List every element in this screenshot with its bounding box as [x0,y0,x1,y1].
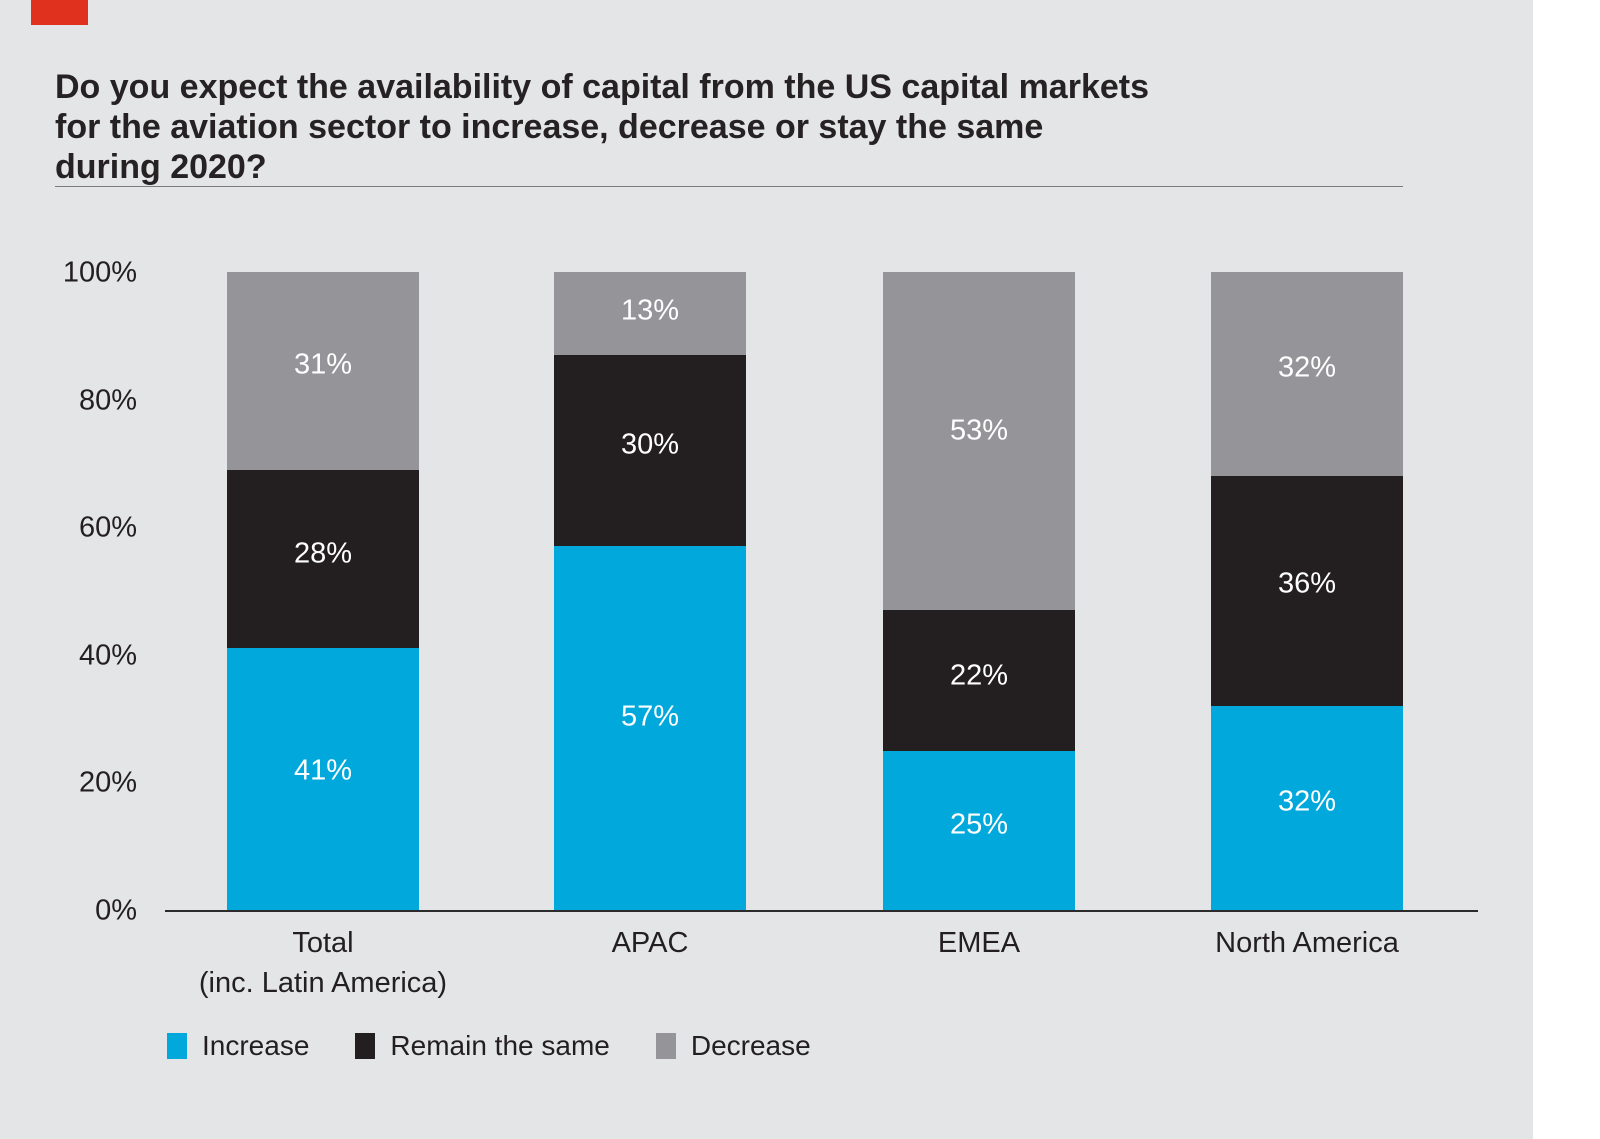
chart-title: Do you expect the availability of capita… [55,67,1149,186]
y-tick-label: 40% [78,639,137,672]
stacked-bar-emea: 53% 22% 25% [883,272,1075,910]
plot-area: 0% 20% 40% 60% 80% 100% 31% 28% 41% 13% 30% 57% 53%… [0,257,1533,999]
bar-value-label: 53% [949,414,1009,447]
x-category-label: North America [1215,927,1399,959]
bar-value-label: 31% [293,348,353,381]
legend: Increase Remain the same Decrease [167,1030,811,1062]
x-category-label: Total (inc. Latin America) [198,927,448,999]
bar-value-label: 41% [293,754,353,787]
legend-label: Remain the same [390,1030,610,1061]
x-axis-line [165,910,1478,912]
legend-item-increase: Increase [167,1030,309,1062]
bar-value-label: 25% [949,808,1009,841]
bar-value-label: 32% [1277,785,1337,818]
bar-segment-increase: 32% [1211,705,1403,910]
bar-value-label: 13% [620,294,680,327]
x-category-label: APAC [611,927,689,959]
stacked-bar-apac: 13% 30% 57% [554,272,746,910]
bar-segment-decrease: 31% [227,272,419,470]
legend-label: Decrease [690,1030,811,1061]
title-divider [55,186,1403,187]
y-tick-label: 80% [78,384,137,417]
y-tick-label: 60% [78,511,137,544]
bar-value-label: 57% [620,700,680,733]
brand-red-mark [31,0,88,25]
bar-segment-increase: 25% [883,750,1075,910]
bar-value-label: 32% [1277,351,1337,384]
bar-segment-remain-the-same: 28% [227,469,419,649]
y-tick-label: 20% [78,766,137,799]
legend-label: Increase [202,1030,310,1061]
y-tick-label: 0% [95,894,137,927]
bar-segment-decrease: 13% [554,272,746,355]
bar-segment-decrease: 53% [883,272,1075,611]
bar-value-label: 28% [293,537,353,570]
bar-segment-remain-the-same: 30% [554,354,746,547]
legend-item-remain-the-same: Remain the same [355,1030,610,1062]
y-tick-label: 100% [62,256,137,289]
bar-value-label: 36% [1277,567,1337,600]
legend-swatch [167,1033,187,1059]
bar-segment-increase: 41% [227,648,419,910]
bar-segment-increase: 57% [554,546,746,910]
x-category-label: EMEA [937,927,1021,959]
stacked-bar-north-america: 32% 36% 32% [1211,272,1403,910]
stacked-bar-total-inc-latin-america-: 31% 28% 41% [227,272,419,910]
legend-item-decrease: Decrease [655,1030,811,1062]
bar-segment-decrease: 32% [1211,272,1403,477]
legend-swatch [355,1033,376,1059]
bar-value-label: 22% [949,659,1009,692]
bar-segment-remain-the-same: 22% [883,610,1075,751]
bar-segment-remain-the-same: 36% [1211,476,1403,706]
legend-swatch [655,1033,676,1059]
bar-value-label: 30% [620,428,680,461]
